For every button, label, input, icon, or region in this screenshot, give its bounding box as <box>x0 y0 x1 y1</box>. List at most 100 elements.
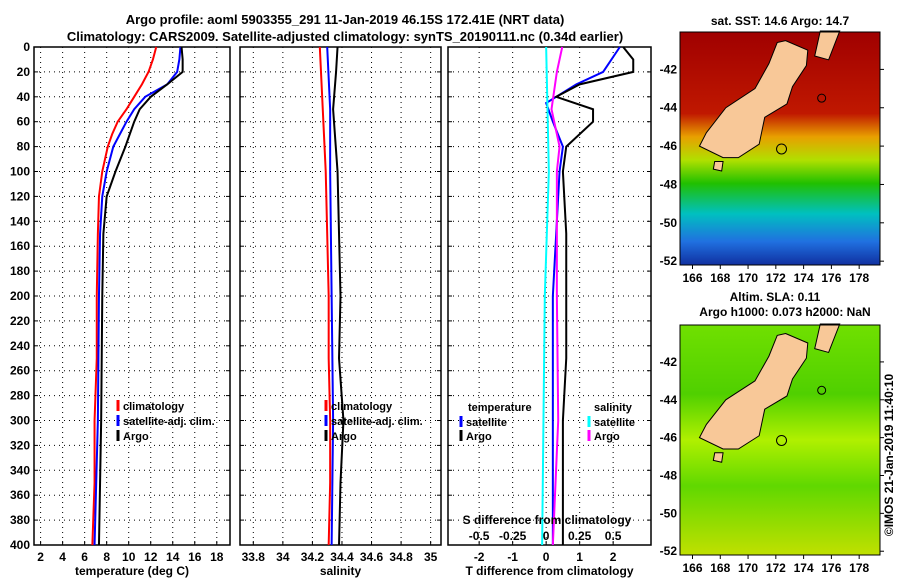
lat-tick-label: -48 <box>660 177 678 191</box>
lat-tick-label: -52 <box>660 254 678 268</box>
lon-tick-label: 176 <box>821 561 841 575</box>
lat-tick-label: -52 <box>660 544 678 558</box>
s-tick-label: 0.5 <box>605 529 622 543</box>
y-tick-label: 200 <box>10 289 30 303</box>
s-tick-label: 0 <box>543 529 550 543</box>
x-tick-label: 2 <box>37 550 44 564</box>
sst-map-title: sat. SST: 14.6 Argo: 14.7 <box>711 14 850 28</box>
lon-tick-label: 168 <box>710 271 730 285</box>
y-tick-label: 140 <box>10 214 30 228</box>
profile-panel-3: -2 -1 0 1 2T difference from climatology temp… <box>447 46 652 578</box>
legend-label: satellite <box>466 417 507 429</box>
y-tick-label: 60 <box>17 115 31 129</box>
lon-tick-label: 172 <box>766 561 786 575</box>
series-line-argo <box>97 46 184 546</box>
north-island-landmass <box>814 323 841 354</box>
lon-tick-label: 172 <box>766 271 786 285</box>
imos-credit: ©IMOS 21-Jan-2019 11:40:10 <box>882 374 896 537</box>
legend-title-temperature: temperature <box>468 402 532 414</box>
y-tick-label: 100 <box>10 165 30 179</box>
lon-tick-label: 178 <box>849 561 869 575</box>
lat-tick-label: -42 <box>660 355 678 369</box>
y-tick-label: 280 <box>10 389 30 403</box>
legend-label: satellite <box>594 417 635 429</box>
y-tick-label: 360 <box>10 488 30 502</box>
plot-frame <box>33 46 231 546</box>
sla-map-title-2: Argo h1000: 0.073 h2000: NaN <box>699 305 870 319</box>
y-tick-label: 0 <box>23 40 30 54</box>
lon-tick-label: 170 <box>738 561 758 575</box>
series-line-argo <box>332 46 345 546</box>
lat-tick-label: -42 <box>660 62 678 76</box>
lon-tick-label: 170 <box>738 271 758 285</box>
series-line-satellite-adj-clim- <box>93 46 182 546</box>
series-line-satellite-adj-clim- <box>326 46 335 546</box>
title-line-2: Climatology: CARS2009. Satellite-adjuste… <box>66 29 624 44</box>
legend-label: Argo <box>123 431 149 443</box>
series-line-t-argo <box>553 46 635 545</box>
x-axis-label: temperature (deg C) <box>75 564 189 578</box>
lon-tick-label: 178 <box>849 271 869 285</box>
legend-label: satellite-adj. clim. <box>123 416 215 428</box>
y-tick-label: 220 <box>10 314 30 328</box>
y-tick-label: 160 <box>10 239 30 253</box>
x-tick-label: 18 <box>210 550 224 564</box>
y-tick-label: 380 <box>10 513 30 527</box>
x-tick-label: 12 <box>144 550 158 564</box>
series-line-climatology <box>318 46 332 546</box>
x-tick-label: 34.6 <box>360 550 384 564</box>
y-tick-label: 240 <box>10 339 30 353</box>
map-frame <box>679 324 881 556</box>
x-tick-label: 14 <box>166 550 180 564</box>
y-tick-label: 400 <box>10 538 30 552</box>
s-tick-label: -0.25 <box>499 529 527 543</box>
x-tick-label: 34.8 <box>389 550 413 564</box>
x-tick-label: 1 <box>576 550 583 564</box>
series-line-s-satellite <box>541 46 550 546</box>
x-axis-label: salinity <box>320 564 362 578</box>
y-tick-label: 40 <box>17 90 31 104</box>
x-tick-label: 4 <box>59 550 66 564</box>
lat-tick-label: -44 <box>660 393 678 407</box>
lon-tick-label: 166 <box>682 271 702 285</box>
legend-label: satellite-adj. clim. <box>331 416 423 428</box>
y-tick-label: 180 <box>10 264 30 278</box>
lon-tick-label: 168 <box>710 561 730 575</box>
plot-frame <box>447 46 652 546</box>
x-tick-label: 34.4 <box>330 550 354 564</box>
x-tick-label: 33.8 <box>242 550 266 564</box>
lat-tick-label: -50 <box>660 506 678 520</box>
lat-tick-label: -48 <box>660 468 678 482</box>
map-frame <box>679 31 881 266</box>
lon-tick-label: 174 <box>794 561 814 575</box>
y-tick-label: 260 <box>10 364 30 378</box>
legend-label: Argo <box>466 431 492 443</box>
legend-label: climatology <box>331 401 393 413</box>
lat-tick-label: -44 <box>660 101 678 115</box>
x-tick-label: 0 <box>543 550 550 564</box>
stewart-island-landmass <box>712 160 724 172</box>
x-tick-label: -1 <box>507 550 518 564</box>
series-line-climatology <box>91 46 158 546</box>
legend-label: climatology <box>123 401 185 413</box>
x-tick-label: 6 <box>81 550 88 564</box>
profile-panel-2: 33.8 34 34.2 34.4 34.6 34.8 35 salinity climatol… <box>239 46 442 578</box>
legend-title-salinity: salinity <box>594 402 633 414</box>
lon-tick-label: 176 <box>821 271 841 285</box>
profile-panel-1: 0 20 40 60 80 100 120 140 160 180 200 220 240 260 280 3… <box>10 40 231 578</box>
stewart-island-landmass <box>712 452 724 463</box>
south-island-landmass <box>698 40 809 159</box>
x-tick-label: -2 <box>474 550 485 564</box>
s-axis-label: S difference from climatology <box>463 513 632 527</box>
x-tick-label: 16 <box>188 550 202 564</box>
lat-tick-label: -46 <box>660 431 678 445</box>
x-tick-label: 35 <box>424 550 438 564</box>
lat-tick-label: -50 <box>660 216 678 230</box>
lon-tick-label: 174 <box>794 271 814 285</box>
y-tick-label: 80 <box>17 140 31 154</box>
x-tick-label: 10 <box>122 550 136 564</box>
lon-tick-label: 166 <box>682 561 702 575</box>
y-tick-label: 20 <box>17 65 31 79</box>
x-tick-label: 2 <box>610 550 617 564</box>
